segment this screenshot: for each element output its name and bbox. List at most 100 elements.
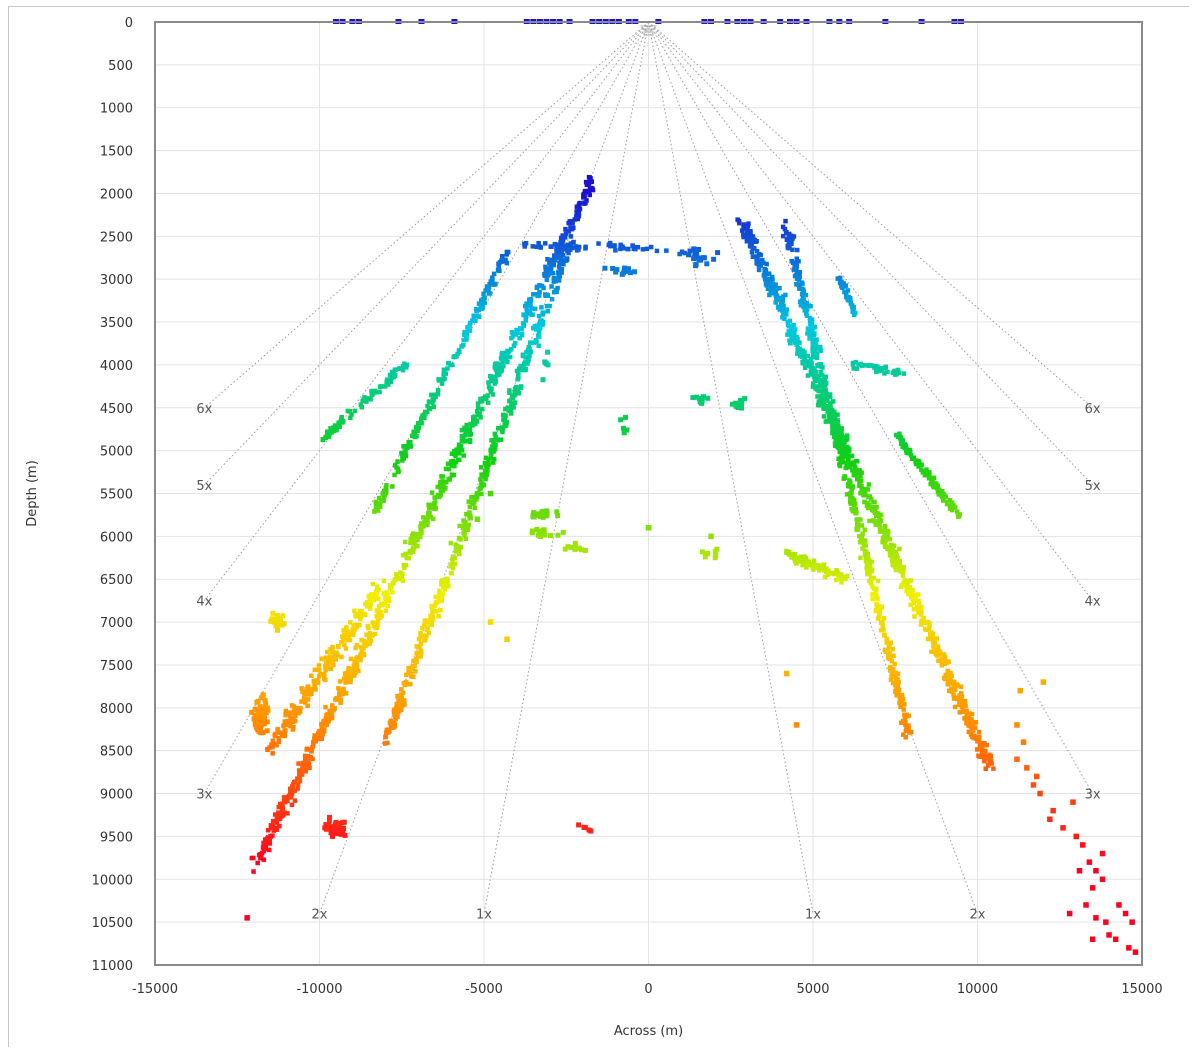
data-point [954,682,959,687]
data-point [1089,936,1096,942]
data-point [621,430,627,436]
data-point [903,728,909,734]
data-point [951,692,956,697]
data-point [418,534,423,540]
data-point [790,247,795,252]
data-point [811,381,816,386]
data-point [337,679,343,684]
data-point [705,395,711,401]
data-point [428,515,433,520]
data-point [445,366,450,371]
data-point [303,757,308,762]
data-point [626,246,631,252]
data-point [439,381,445,386]
data-point [439,377,444,383]
data-point [459,433,465,439]
data-point [878,620,884,626]
data-point [450,458,456,464]
data-point [891,674,897,679]
data-point [708,533,714,540]
data-point [859,534,865,539]
data-point [450,565,456,571]
data-point [946,671,951,676]
data-point [256,710,262,716]
data-point [344,675,349,680]
data-point [549,284,554,289]
data-point [832,423,838,429]
data-point [596,241,601,246]
data-point [894,693,899,698]
data-point [367,641,372,647]
data-point [859,483,864,489]
data-point [811,558,817,564]
data-point [331,830,337,836]
data-point [830,570,835,576]
data-point [560,252,566,258]
data-point [349,412,354,417]
data-point [261,840,266,846]
data-point [687,248,693,254]
data-point [867,571,872,577]
data-point [328,830,334,836]
data-point [277,816,282,822]
data-point [500,355,505,360]
data-point [289,710,294,716]
data-point [308,755,313,760]
data-point [330,703,335,708]
data-point [507,390,512,395]
data-point [789,329,795,334]
data-point [431,516,436,521]
data-point [932,649,937,654]
data-point [811,324,816,329]
data-point [443,466,449,472]
data-point [767,292,772,298]
data-point [531,340,537,345]
data-point [927,623,932,629]
data-point [412,663,417,669]
data-point [322,722,327,727]
data-point [394,704,399,710]
data-point [487,490,494,497]
data-point [255,860,260,866]
data-point [807,318,813,323]
data-point [504,260,510,266]
data-point [575,216,580,222]
data-point [894,687,899,692]
data-point [359,612,365,617]
data-point [419,526,424,532]
data-point [926,470,931,475]
data-point [881,627,886,632]
data-point [800,361,806,366]
data-point [489,378,494,384]
data-point [544,508,550,514]
data-point [371,597,377,603]
data-point [1070,799,1076,805]
data-point [745,232,750,238]
data-point [797,284,802,290]
data-point [446,466,452,472]
data-point [404,365,409,370]
data-point [846,453,851,458]
data-point [877,529,883,534]
data-point [865,572,870,577]
data-point [421,524,426,529]
data-point [941,652,947,657]
data-point [317,728,322,734]
data-point [270,825,275,831]
data-point [358,657,363,663]
data-point [827,393,832,399]
data-point [332,706,337,711]
data-point [738,403,744,409]
data-point [426,502,431,507]
data-point [909,594,914,600]
data-point [929,649,934,654]
data-point [449,462,454,467]
data-point [506,408,511,413]
data-point [273,731,278,737]
data-point [886,653,891,659]
data-point [900,698,905,703]
data-point [862,499,867,505]
data-point [456,547,462,553]
data-point [517,335,522,341]
data-point [489,451,494,456]
